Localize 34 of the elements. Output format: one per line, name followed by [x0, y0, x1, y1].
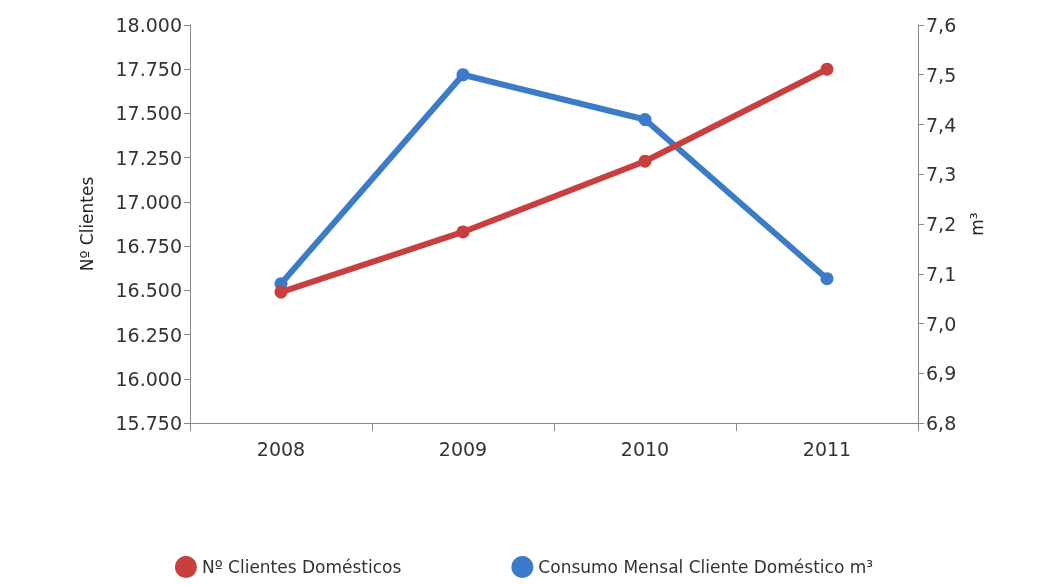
y-tick-label: 17.250: [115, 146, 182, 169]
legend-label: Nº Clientes Domésticos: [201, 557, 402, 577]
point: [820, 272, 834, 286]
point: [638, 154, 652, 168]
y-tick-label: 16.250: [115, 323, 182, 346]
y2-tick-label: 7,6: [926, 14, 957, 36]
y2-tick-label: 7,0: [926, 312, 957, 335]
point: [820, 62, 834, 76]
y2-tick-label: 7,1: [926, 262, 957, 285]
y-tick-label: 17.500: [115, 102, 182, 125]
y2-tick-label: 7,4: [926, 113, 957, 136]
y-tick-label: 16.500: [115, 279, 182, 302]
y-tick-label: 17.000: [115, 190, 182, 213]
y2-tick-label: 7,2: [926, 213, 957, 235]
y2-tick-label: 7,5: [926, 63, 957, 86]
x-tick-label: 2009: [438, 437, 488, 460]
y2-tick-label: 6,8: [926, 412, 957, 434]
x-tick-label: 2010: [620, 437, 670, 460]
point: [456, 68, 470, 82]
y-tick-label: 16.000: [115, 367, 182, 390]
point: [456, 225, 470, 239]
legend-label: Consumo Mensal Cliente Doméstico m³: [538, 557, 874, 577]
y-tick-label: 18.000: [115, 14, 182, 36]
y-tick-label: 17.750: [115, 58, 182, 81]
y-tick-label: 15.750: [115, 412, 182, 434]
x-tick-label: 2008: [256, 437, 306, 460]
y-tick-label: 16.750: [115, 235, 182, 258]
y2-tick-label: 6,9: [926, 362, 957, 385]
y-axis-title: Nº Clientes: [76, 176, 97, 272]
y2-tick-label: 7,3: [926, 163, 957, 186]
y2-axis-title: m³: [966, 212, 987, 236]
point: [274, 285, 288, 299]
point: [638, 113, 652, 127]
x-tick-label: 2011: [802, 437, 852, 460]
